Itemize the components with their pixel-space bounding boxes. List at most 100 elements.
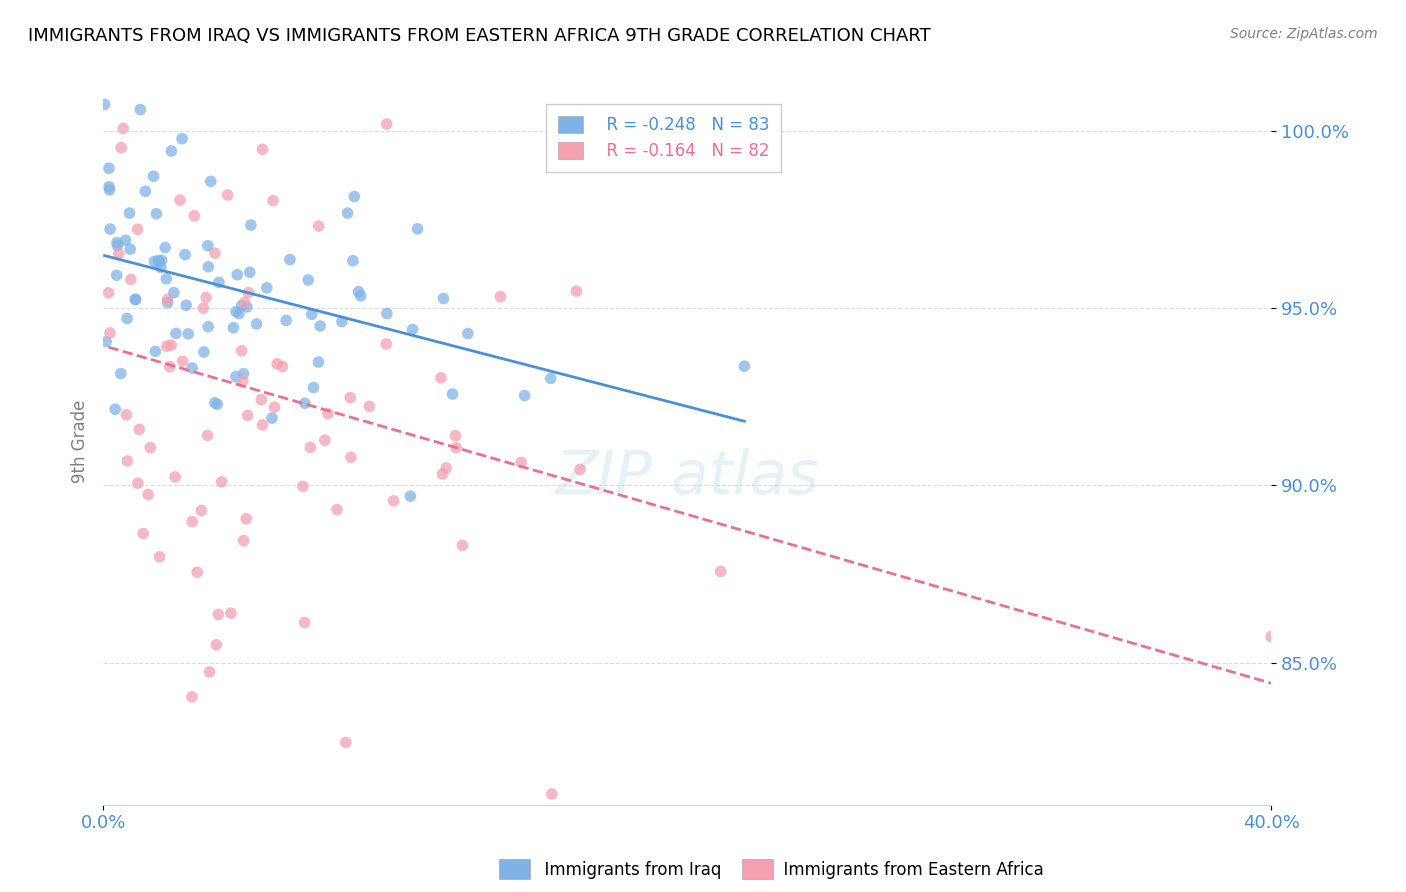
Point xyxy=(181,690,204,704)
Point xyxy=(124,292,146,306)
Point xyxy=(118,206,141,220)
Point xyxy=(156,339,179,353)
Point xyxy=(115,408,138,422)
Point xyxy=(159,359,181,374)
Point xyxy=(430,371,453,385)
Point xyxy=(291,479,314,493)
Point xyxy=(260,411,283,425)
Point xyxy=(98,161,121,176)
Point xyxy=(236,409,259,423)
Point xyxy=(335,735,357,749)
Point xyxy=(204,246,226,260)
Point xyxy=(340,450,363,465)
Point xyxy=(155,272,177,286)
Point xyxy=(299,441,322,455)
Text: IMMIGRANTS FROM IRAQ VS IMMIGRANTS FROM EASTERN AFRICA 9TH GRADE CORRELATION CHA: IMMIGRANTS FROM IRAQ VS IMMIGRANTS FROM … xyxy=(28,27,931,45)
Point xyxy=(107,246,129,260)
Point xyxy=(153,241,176,255)
Point xyxy=(120,242,142,256)
Point xyxy=(236,300,259,314)
Point xyxy=(297,273,319,287)
Point xyxy=(198,665,221,679)
Point xyxy=(124,293,146,307)
Point xyxy=(93,97,115,112)
Point xyxy=(97,285,120,300)
Point xyxy=(232,374,254,388)
Point xyxy=(142,169,165,184)
Point xyxy=(195,291,218,305)
Point xyxy=(276,313,298,327)
Point xyxy=(207,607,229,622)
Point xyxy=(208,276,231,290)
Point xyxy=(193,301,215,315)
Point xyxy=(107,238,129,252)
Point xyxy=(143,254,166,268)
Point xyxy=(204,44,226,58)
Point xyxy=(165,470,187,484)
Point xyxy=(115,311,138,326)
Point xyxy=(406,222,429,236)
Point xyxy=(263,400,285,414)
Point xyxy=(309,318,332,333)
Point xyxy=(172,354,194,368)
Point xyxy=(278,252,301,267)
Point xyxy=(156,293,179,307)
Point xyxy=(110,141,132,155)
Point xyxy=(120,272,142,286)
Point xyxy=(190,503,212,517)
Point xyxy=(342,253,364,268)
Point xyxy=(252,417,274,432)
Point xyxy=(457,326,479,341)
Point xyxy=(193,345,215,359)
Point xyxy=(308,355,330,369)
Point xyxy=(245,317,267,331)
Point xyxy=(489,290,512,304)
Point xyxy=(197,239,219,253)
Point xyxy=(541,787,564,801)
Point xyxy=(169,193,191,207)
Point xyxy=(134,184,156,198)
Point xyxy=(104,402,127,417)
Point xyxy=(211,475,233,489)
Point xyxy=(127,222,149,236)
Point xyxy=(177,326,200,341)
Point xyxy=(339,391,361,405)
Point xyxy=(401,322,423,336)
Point xyxy=(347,285,370,299)
Point xyxy=(200,174,222,188)
Point xyxy=(432,292,454,306)
Point xyxy=(434,461,457,475)
Point xyxy=(181,515,204,529)
Point xyxy=(239,218,262,232)
Point xyxy=(350,289,373,303)
Point xyxy=(569,462,592,476)
Point xyxy=(733,359,755,374)
Point xyxy=(217,188,239,202)
Point xyxy=(145,207,167,221)
Point xyxy=(186,566,208,580)
Point xyxy=(238,285,260,300)
Point xyxy=(375,337,398,351)
Point xyxy=(98,222,121,236)
Point xyxy=(160,144,183,158)
Point xyxy=(128,422,150,436)
Text: Immigrants from Eastern Africa: Immigrants from Eastern Africa xyxy=(773,861,1045,879)
Point xyxy=(359,400,381,414)
Point xyxy=(246,40,269,54)
Point xyxy=(148,255,170,269)
Point xyxy=(110,367,132,381)
Point xyxy=(226,268,249,282)
Point xyxy=(343,189,366,203)
Point xyxy=(444,441,467,455)
Point xyxy=(565,284,588,298)
Point xyxy=(98,183,121,197)
Point xyxy=(510,456,533,470)
Point xyxy=(136,487,159,501)
Point xyxy=(233,295,256,310)
Text: ZIP atlas: ZIP atlas xyxy=(555,448,820,507)
Text: Immigrants from Iraq: Immigrants from Iraq xyxy=(534,861,721,879)
Point xyxy=(302,380,325,394)
Point xyxy=(222,320,245,334)
Point xyxy=(105,235,128,250)
Point xyxy=(262,194,284,208)
